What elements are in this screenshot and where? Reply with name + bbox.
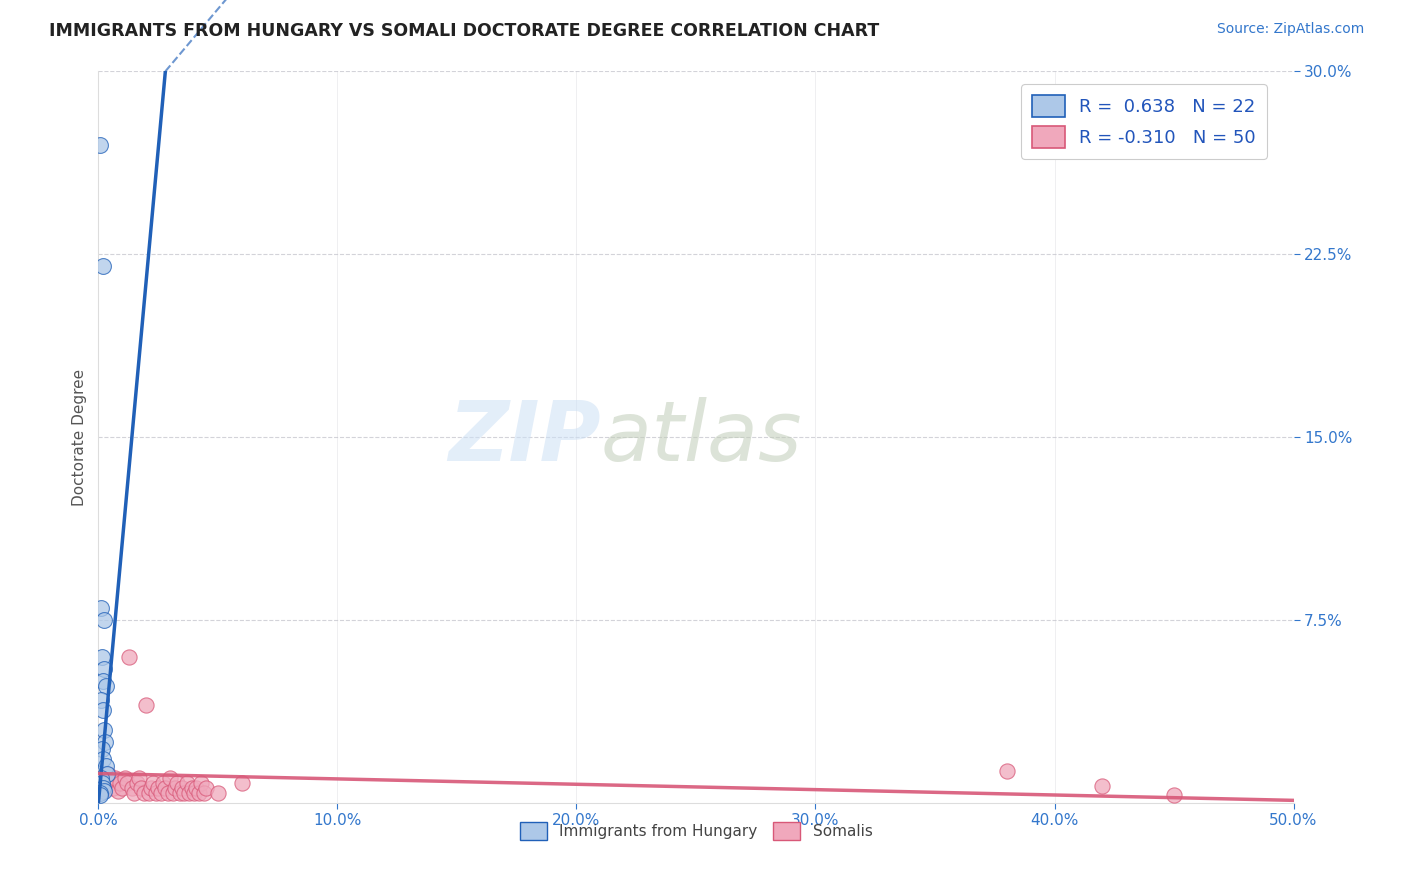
Y-axis label: Doctorate Degree: Doctorate Degree [72,368,87,506]
Point [108,776,131,790]
Point [91,673,114,688]
Point [118,649,141,664]
Point [93,783,115,797]
Point [166,776,188,790]
Point [173,786,195,800]
Point [91,781,114,796]
Point [101,781,124,796]
Point [114,772,136,786]
Point [107,783,129,797]
Point [193,786,215,800]
Point [96,766,118,780]
Point [187,786,209,800]
Point [139,781,162,796]
Point [104,772,127,786]
Point [91,260,114,274]
Point [115,776,138,790]
Point [207,786,229,800]
Point [149,786,172,800]
Point [91,776,114,790]
Point [190,776,212,790]
Point [91,783,114,797]
Point [121,781,143,796]
Point [91,703,114,717]
Point [94,735,117,749]
Point [93,662,115,676]
Point [131,781,153,796]
Point [1163,789,1185,803]
Point [128,772,150,786]
Point [145,786,167,800]
Point [148,781,170,796]
Point [1091,779,1114,793]
Point [89,789,111,803]
Point [231,776,253,790]
Text: atlas: atlas [600,397,801,477]
Point [90,600,112,615]
Legend: Immigrants from Hungary, Somalis: Immigrants from Hungary, Somalis [513,815,879,847]
Point [125,776,148,790]
Point [91,742,114,756]
Point [89,137,111,152]
Point [155,781,177,796]
Point [169,786,191,800]
Point [183,786,205,800]
Point [186,781,208,796]
Point [89,786,111,800]
Point [98,776,122,790]
Point [91,752,114,766]
Text: ZIP: ZIP [447,397,600,477]
Point [111,781,134,796]
Point [135,698,157,713]
Point [138,786,160,800]
Point [163,781,186,796]
Point [180,781,202,796]
Text: Source: ZipAtlas.com: Source: ZipAtlas.com [1216,22,1364,37]
Point [90,772,112,786]
Text: IMMIGRANTS FROM HUNGARY VS SOMALI DOCTORATE DEGREE CORRELATION CHART: IMMIGRANTS FROM HUNGARY VS SOMALI DOCTOR… [49,22,880,40]
Point [94,679,117,693]
Point [94,759,117,773]
Point [995,764,1018,778]
Point [93,723,115,737]
Point [90,772,112,786]
Point [94,776,117,790]
Point [132,786,155,800]
Point [176,776,198,790]
Point [91,649,114,664]
Point [124,786,146,800]
Point [179,786,201,800]
Point [93,613,115,627]
Point [97,766,120,780]
Point [162,786,184,800]
Point [172,781,194,796]
Point [195,781,218,796]
Point [90,693,112,707]
Point [152,776,174,790]
Point [142,776,165,790]
Point [159,772,181,786]
Point [156,786,179,800]
